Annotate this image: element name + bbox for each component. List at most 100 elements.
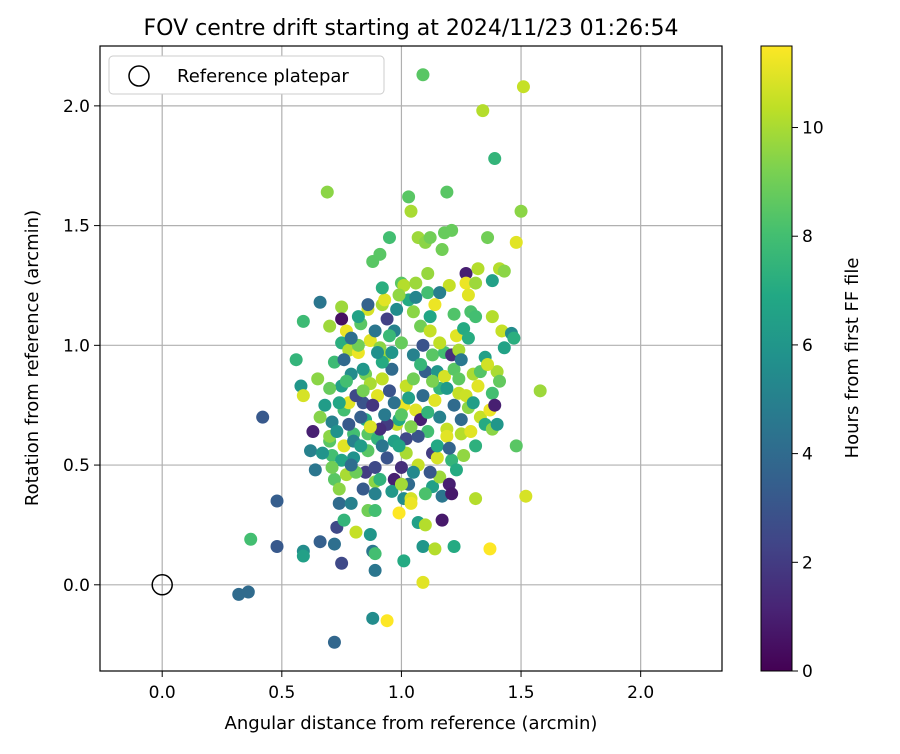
data-point <box>368 324 382 338</box>
data-point <box>409 276 423 290</box>
data-point <box>394 336 408 350</box>
data-point <box>385 484 399 498</box>
legend-label: Reference platepar <box>177 66 349 87</box>
reference-platepar-marker <box>151 574 173 596</box>
colorbar-tick-label: 10 <box>802 119 824 139</box>
data-point <box>416 389 430 403</box>
data-point <box>366 398 380 412</box>
data-point <box>325 415 339 429</box>
data-point <box>296 389 310 403</box>
data-point <box>469 492 483 506</box>
data-point <box>493 374 507 388</box>
data-point <box>459 276 473 290</box>
data-point <box>433 470 447 484</box>
data-point <box>447 398 461 412</box>
data-point <box>270 539 284 553</box>
data-point <box>270 494 284 508</box>
x-axis-ticks: 0.0 0.5 1.0 1.5 2.0 <box>149 671 654 703</box>
data-point <box>466 396 480 410</box>
data-point <box>409 403 423 417</box>
x-tick-label: 1.5 <box>508 683 535 703</box>
data-point <box>371 346 385 360</box>
data-point <box>318 398 332 412</box>
data-point <box>335 556 349 570</box>
data-point <box>368 487 382 501</box>
data-point <box>339 374 353 388</box>
data-point <box>421 405 435 419</box>
data-point <box>423 310 437 324</box>
data-point <box>368 504 382 518</box>
data-point <box>406 348 420 362</box>
x-axis-label: Angular distance from reference (arcmin) <box>225 713 598 734</box>
data-point <box>394 477 408 491</box>
data-point <box>428 542 442 556</box>
data-point <box>256 410 270 424</box>
data-point <box>397 554 411 568</box>
data-point <box>445 453 459 467</box>
x-tick-label: 0.5 <box>268 683 295 703</box>
data-point <box>356 482 370 496</box>
data-point <box>327 537 341 551</box>
data-point <box>373 247 387 261</box>
data-point <box>516 80 530 94</box>
data-point <box>485 274 499 288</box>
data-point <box>404 204 418 218</box>
data-point <box>241 585 255 599</box>
data-point <box>373 472 387 486</box>
data-point <box>323 381 337 395</box>
data-point <box>320 185 334 199</box>
data-point <box>416 575 430 589</box>
y-axis-ticks: 0.0 0.5 1.0 1.5 2.0 <box>63 97 100 596</box>
data-point <box>366 611 380 625</box>
data-point <box>421 286 435 300</box>
chart-title: FOV centre drift starting at 2024/11/23 … <box>144 16 679 41</box>
data-point <box>313 410 327 424</box>
data-point <box>344 496 358 510</box>
data-point <box>361 298 375 312</box>
y-tick-label: 2.0 <box>63 97 90 117</box>
data-point <box>445 487 459 501</box>
data-point <box>433 336 447 350</box>
data-point <box>337 513 351 527</box>
data-point <box>335 312 349 326</box>
legend: Reference platepar <box>108 55 385 95</box>
data-point <box>392 439 406 453</box>
x-tick-label: 0.0 <box>149 683 176 703</box>
data-point <box>402 391 416 405</box>
data-point <box>437 369 451 383</box>
data-points <box>232 68 547 649</box>
data-point <box>461 288 475 302</box>
data-point <box>449 463 463 477</box>
data-point <box>433 286 447 300</box>
data-point <box>430 451 444 465</box>
data-point <box>394 460 408 474</box>
data-point <box>371 389 385 403</box>
data-point <box>457 448 471 462</box>
data-point <box>469 439 483 453</box>
data-point <box>416 539 430 553</box>
data-point <box>382 329 396 343</box>
data-point <box>406 305 420 319</box>
data-point <box>363 420 377 434</box>
data-point <box>375 355 389 369</box>
data-point <box>497 341 511 355</box>
data-point <box>332 496 346 510</box>
data-point <box>356 362 370 376</box>
data-point <box>354 439 368 453</box>
data-point <box>304 444 318 458</box>
x-tick-label: 1.0 <box>388 683 415 703</box>
data-point <box>509 235 523 249</box>
y-tick-label: 0.5 <box>63 456 90 476</box>
colorbar-label: Hours from first FF file <box>842 258 863 459</box>
data-point <box>423 231 437 245</box>
data-point <box>327 472 341 486</box>
data-point <box>359 465 373 479</box>
data-point <box>315 446 329 460</box>
data-point <box>402 190 416 204</box>
data-point <box>471 379 485 393</box>
data-point <box>332 482 346 496</box>
data-point <box>426 374 440 388</box>
data-point <box>375 372 389 386</box>
colorbar-tick-label: 2 <box>802 553 813 573</box>
data-point <box>514 204 528 218</box>
